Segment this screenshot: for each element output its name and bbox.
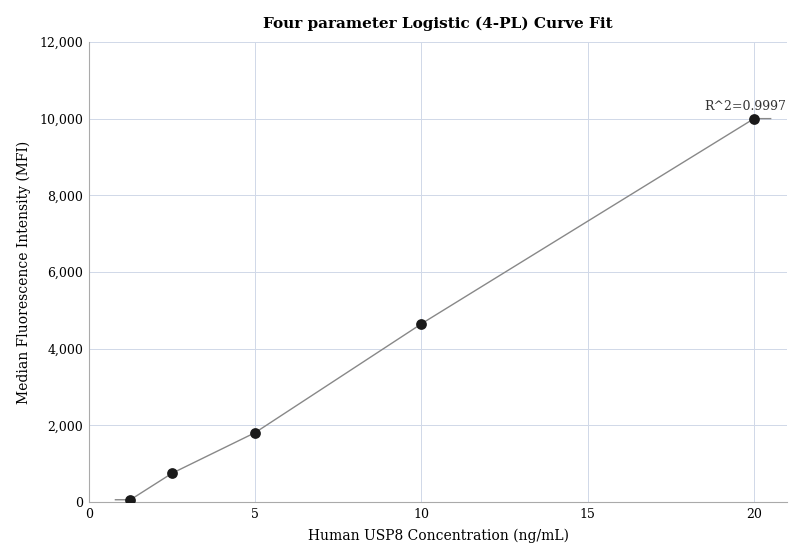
Point — [415, 319, 428, 328]
Point — [748, 114, 761, 123]
Y-axis label: Median Fluorescence Intensity (MFI): Median Fluorescence Intensity (MFI) — [17, 141, 31, 404]
Point — [165, 469, 178, 478]
Point — [249, 428, 262, 437]
Point — [124, 495, 137, 504]
Text: R^2=0.9997: R^2=0.9997 — [704, 100, 786, 113]
X-axis label: Human USP8 Concentration (ng/mL): Human USP8 Concentration (ng/mL) — [307, 529, 569, 543]
Title: Four parameter Logistic (4-PL) Curve Fit: Four parameter Logistic (4-PL) Curve Fit — [264, 17, 613, 31]
